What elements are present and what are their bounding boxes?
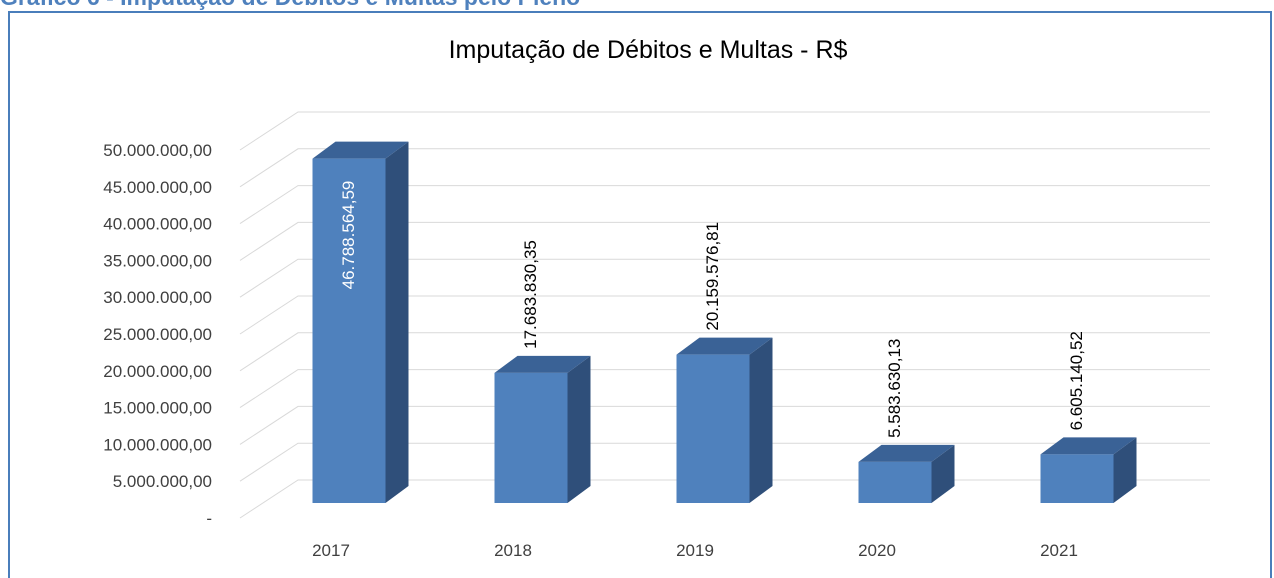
x-tick-label: 2018 xyxy=(494,541,532,560)
y-tick-label: 5.000.000,00 xyxy=(113,472,212,491)
value-label: 46.788.564,59 xyxy=(339,181,358,290)
grid-line xyxy=(239,442,1210,482)
y-tick-label: 45.000.000,00 xyxy=(103,178,212,197)
grid-line xyxy=(239,332,1210,372)
bar xyxy=(858,444,955,503)
caption-bg xyxy=(0,0,850,11)
grid-line xyxy=(239,221,1210,261)
value-label: 5.583.630,13 xyxy=(885,339,904,438)
y-tick-label: 25.000.000,00 xyxy=(103,325,212,344)
bar xyxy=(494,355,591,503)
grid-line xyxy=(239,258,1210,298)
bar-side xyxy=(567,355,591,503)
bar-front xyxy=(676,354,750,503)
grid-line xyxy=(239,185,1210,225)
bar-top xyxy=(312,141,409,159)
bar-side xyxy=(385,141,409,503)
bar-front xyxy=(312,158,386,503)
x-tick-label: 2020 xyxy=(858,541,896,560)
y-tick-label: 20.000.000,00 xyxy=(103,362,212,381)
value-label: 6.605.140,52 xyxy=(1067,331,1086,430)
grid-line xyxy=(239,148,1210,188)
bar-front xyxy=(858,461,932,503)
value-label: 20.159.576,81 xyxy=(703,222,722,331)
y-tick-label: 10.000.000,00 xyxy=(103,435,212,454)
bar-top xyxy=(1040,437,1137,455)
y-tick-label: 15.000.000,00 xyxy=(103,399,212,418)
x-tick-label: 2021 xyxy=(1040,541,1078,560)
bar xyxy=(1040,437,1137,503)
y-tick-label: 50.000.000,00 xyxy=(103,141,212,160)
caption: Gráfico 6 - Imputação de Débitos e Multa… xyxy=(0,0,580,10)
bar-top xyxy=(494,355,591,373)
bar-top xyxy=(858,444,955,462)
x-tick-label: 2019 xyxy=(676,541,714,560)
x-tick-label: 2017 xyxy=(312,541,350,560)
bar-side xyxy=(1113,437,1137,503)
grid-line xyxy=(239,111,1210,151)
grid-line xyxy=(239,369,1210,409)
bar xyxy=(676,337,773,503)
bar-front xyxy=(494,372,568,503)
grid-line xyxy=(239,405,1210,445)
chart-title: Imputação de Débitos e Multas - R$ xyxy=(449,36,848,64)
y-tick-label: 35.000.000,00 xyxy=(103,251,212,270)
grid-line xyxy=(239,295,1210,335)
bar-side xyxy=(749,337,773,503)
bar-side xyxy=(931,444,955,503)
value-label: 17.683.830,35 xyxy=(521,240,540,349)
y-tick-label: - xyxy=(206,509,212,528)
bar-top xyxy=(676,337,773,355)
y-tick-label: 30.000.000,00 xyxy=(103,288,212,307)
y-tick-label: 40.000.000,00 xyxy=(103,215,212,234)
bar-front xyxy=(1040,454,1114,503)
bar xyxy=(312,141,409,503)
